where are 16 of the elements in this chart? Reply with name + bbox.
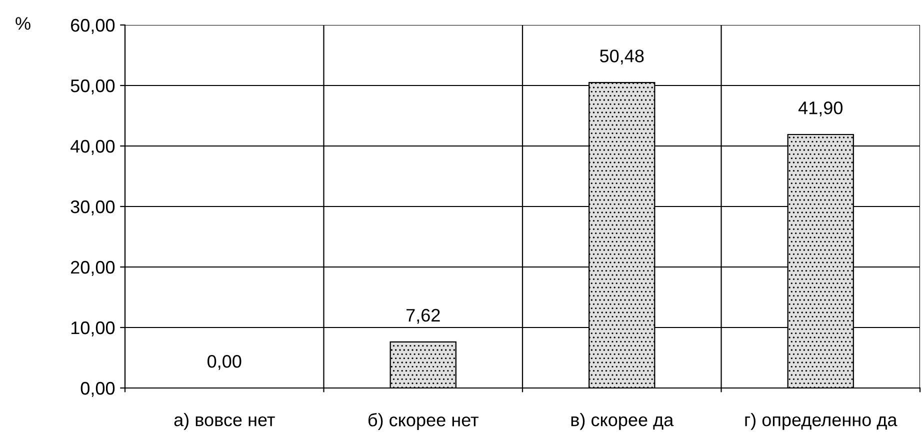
data-label: 0,00 — [208, 354, 242, 370]
data-label: 41,90 — [798, 101, 843, 116]
x-tick-label: б) скорее нет — [368, 413, 478, 430]
y-tick-label: 0,00 — [80, 382, 115, 397]
y-axis-title: % — [16, 17, 30, 30]
y-tick-label: 40,00 — [70, 140, 115, 155]
y-tick-label: 60,00 — [71, 18, 115, 34]
data-label: 7,62 — [406, 308, 440, 324]
y-tick-label: 50,00 — [70, 79, 115, 94]
x-tick-label: в) скорее да — [571, 413, 674, 430]
data-label: 50,48 — [600, 50, 644, 64]
y-tick-label: 30,00 — [70, 200, 115, 216]
y-tick-label: 10,00 — [71, 321, 115, 336]
x-tick-label: а) вовсе нет — [174, 413, 275, 430]
y-tick-label: 20,00 — [71, 260, 115, 276]
x-tick-label: г) определенно да — [745, 413, 898, 430]
